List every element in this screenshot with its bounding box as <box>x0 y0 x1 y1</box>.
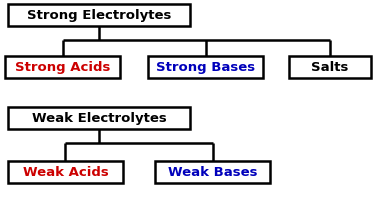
Text: Weak Acids: Weak Acids <box>22 166 108 179</box>
Bar <box>8 161 123 183</box>
Bar <box>148 57 263 79</box>
Bar <box>8 5 190 27</box>
Text: Strong Electrolytes: Strong Electrolytes <box>27 9 171 22</box>
Text: Weak Electrolytes: Weak Electrolytes <box>32 112 166 125</box>
Text: Salts: Salts <box>311 61 349 74</box>
Bar <box>8 107 190 129</box>
Bar <box>5 57 120 79</box>
Text: Strong Acids: Strong Acids <box>15 61 110 74</box>
Text: Weak Bases: Weak Bases <box>168 166 257 179</box>
Bar <box>155 161 270 183</box>
Bar <box>289 57 371 79</box>
Text: Strong Bases: Strong Bases <box>156 61 255 74</box>
